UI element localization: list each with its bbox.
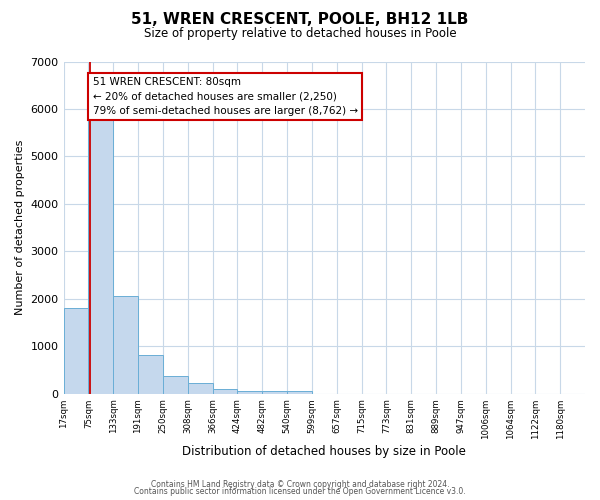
Bar [188,384,212,394]
Text: Size of property relative to detached houses in Poole: Size of property relative to detached ho… [143,28,457,40]
Bar [212,389,238,394]
Bar [138,355,163,394]
Y-axis label: Number of detached properties: Number of detached properties [15,140,25,316]
Bar [163,376,188,394]
Bar [287,392,312,394]
Text: 51 WREN CRESCENT: 80sqm
← 20% of detached houses are smaller (2,250)
79% of semi: 51 WREN CRESCENT: 80sqm ← 20% of detache… [92,76,358,116]
X-axis label: Distribution of detached houses by size in Poole: Distribution of detached houses by size … [182,444,466,458]
Bar [238,391,262,394]
Text: Contains public sector information licensed under the Open Government Licence v3: Contains public sector information licen… [134,487,466,496]
Text: Contains HM Land Registry data © Crown copyright and database right 2024.: Contains HM Land Registry data © Crown c… [151,480,449,489]
Bar [64,308,88,394]
Text: 51, WREN CRESCENT, POOLE, BH12 1LB: 51, WREN CRESCENT, POOLE, BH12 1LB [131,12,469,28]
Bar [88,118,113,394]
Bar [113,296,138,394]
Bar [262,392,287,394]
